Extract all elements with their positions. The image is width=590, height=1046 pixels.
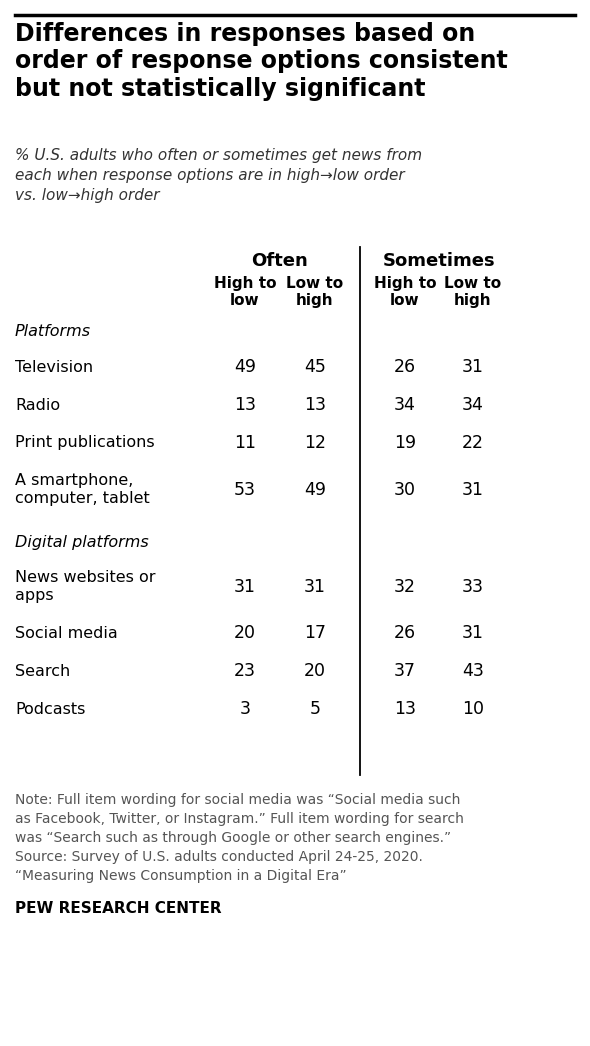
- Text: 13: 13: [394, 700, 416, 718]
- Text: 37: 37: [394, 662, 416, 680]
- Text: 32: 32: [394, 577, 416, 595]
- Text: 10: 10: [462, 700, 484, 718]
- Text: 22: 22: [462, 434, 484, 452]
- Text: 3: 3: [240, 700, 251, 718]
- Text: Note: Full item wording for social media was “Social media such
as Facebook, Twi: Note: Full item wording for social media…: [15, 793, 464, 883]
- Text: 49: 49: [234, 358, 256, 376]
- Text: 53: 53: [234, 480, 256, 499]
- Text: 13: 13: [234, 396, 256, 414]
- Text: 23: 23: [234, 662, 256, 680]
- Text: Platforms: Platforms: [15, 324, 91, 339]
- Text: 5: 5: [310, 700, 320, 718]
- Text: Podcasts: Podcasts: [15, 702, 86, 717]
- Text: 31: 31: [234, 577, 256, 595]
- Text: 13: 13: [304, 396, 326, 414]
- Text: News websites or
apps: News websites or apps: [15, 570, 156, 602]
- Text: 31: 31: [462, 358, 484, 376]
- Text: 17: 17: [304, 624, 326, 642]
- Text: 33: 33: [462, 577, 484, 595]
- Text: Social media: Social media: [15, 626, 118, 640]
- Text: Print publications: Print publications: [15, 435, 155, 451]
- Text: Low to
high: Low to high: [286, 276, 343, 308]
- Text: 30: 30: [394, 480, 416, 499]
- Text: 49: 49: [304, 480, 326, 499]
- Text: 45: 45: [304, 358, 326, 376]
- Text: 34: 34: [394, 396, 416, 414]
- Text: High to
low: High to low: [214, 276, 276, 308]
- Text: 20: 20: [304, 662, 326, 680]
- Text: Often: Often: [251, 252, 309, 270]
- Text: 34: 34: [462, 396, 484, 414]
- Text: 12: 12: [304, 434, 326, 452]
- Text: Radio: Radio: [15, 397, 60, 412]
- Text: 31: 31: [462, 480, 484, 499]
- Text: 11: 11: [234, 434, 256, 452]
- Text: A smartphone,
computer, tablet: A smartphone, computer, tablet: [15, 473, 150, 505]
- Text: 20: 20: [234, 624, 256, 642]
- Text: 31: 31: [304, 577, 326, 595]
- Text: Search: Search: [15, 663, 70, 679]
- Text: % U.S. adults who often or sometimes get news from
each when response options ar: % U.S. adults who often or sometimes get…: [15, 147, 422, 203]
- Text: PEW RESEARCH CENTER: PEW RESEARCH CENTER: [15, 901, 222, 916]
- Text: Digital platforms: Digital platforms: [15, 535, 149, 550]
- Text: Low to
high: Low to high: [444, 276, 501, 308]
- Text: 43: 43: [462, 662, 484, 680]
- Text: Differences in responses based on
order of response options consistent
but not s: Differences in responses based on order …: [15, 22, 508, 100]
- Text: Television: Television: [15, 360, 93, 374]
- Text: High to
low: High to low: [373, 276, 436, 308]
- Text: 26: 26: [394, 624, 416, 642]
- Text: 26: 26: [394, 358, 416, 376]
- Text: Sometimes: Sometimes: [383, 252, 496, 270]
- Text: 19: 19: [394, 434, 416, 452]
- Text: 31: 31: [462, 624, 484, 642]
